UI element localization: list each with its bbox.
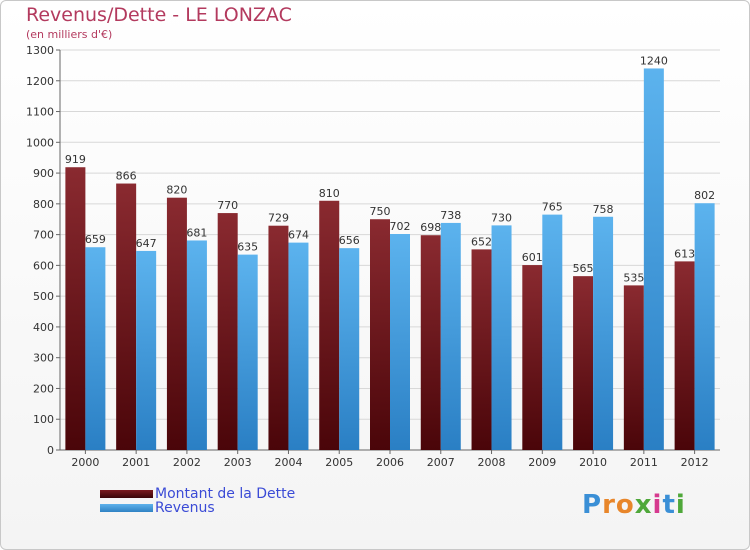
bar-dette xyxy=(65,167,86,450)
y-tick-label: 500 xyxy=(33,290,54,303)
data-label-revenus: 738 xyxy=(440,209,461,222)
bar-revenus xyxy=(694,203,715,450)
y-tick-label: 1100 xyxy=(26,106,54,119)
bar-revenus xyxy=(643,68,664,450)
bar-dette xyxy=(573,276,594,450)
data-label-revenus: 659 xyxy=(85,233,106,246)
data-label-revenus: 802 xyxy=(694,189,715,202)
bar-revenus xyxy=(85,247,106,450)
x-tick-label: 2010 xyxy=(579,456,607,469)
bar-revenus xyxy=(237,254,258,450)
bar-revenus xyxy=(390,234,410,450)
x-tick-label: 2012 xyxy=(681,456,709,469)
data-label-dette: 770 xyxy=(217,199,238,212)
y-tick-label: 0 xyxy=(47,444,54,457)
data-label-revenus: 635 xyxy=(237,241,258,254)
bar-revenus xyxy=(288,242,309,450)
x-tick-label: 2009 xyxy=(528,456,556,469)
logo-letter: i xyxy=(652,490,663,520)
logo-letter: x xyxy=(634,490,653,520)
x-tick-label: 2004 xyxy=(274,456,302,469)
x-tick-label: 2002 xyxy=(173,456,201,469)
x-tick-label: 2008 xyxy=(478,456,506,469)
y-tick-label: 400 xyxy=(33,321,54,334)
bar-revenus xyxy=(339,248,360,450)
y-tick-label: 1000 xyxy=(26,136,54,149)
data-label-dette: 652 xyxy=(471,235,492,248)
data-label-revenus: 681 xyxy=(186,226,207,239)
legend-label-dette: Montant de la Dette xyxy=(155,486,296,502)
bar-revenus xyxy=(542,214,563,450)
y-tick-label: 1200 xyxy=(26,75,54,88)
data-label-dette: 601 xyxy=(522,251,543,264)
logo-letter: o xyxy=(615,490,635,520)
bar-dette xyxy=(217,213,238,450)
legend-item-revenus: Revenus xyxy=(100,500,215,516)
data-label-revenus: 730 xyxy=(491,211,512,224)
x-tick-label: 2011 xyxy=(630,456,658,469)
bar-dette xyxy=(522,265,543,450)
bar-dette xyxy=(116,183,137,451)
bar-dette xyxy=(623,285,644,450)
data-label-dette: 613 xyxy=(674,247,695,260)
y-tick-label: 1300 xyxy=(26,44,54,57)
y-tick-label: 700 xyxy=(33,229,54,242)
bar-dette xyxy=(471,249,492,450)
legend-swatch-revenus xyxy=(100,504,153,512)
x-tick-label: 2001 xyxy=(122,456,150,469)
y-tick-label: 300 xyxy=(33,352,54,365)
data-label-revenus: 1240 xyxy=(640,54,668,67)
y-tick-label: 100 xyxy=(33,413,54,426)
bar-dette xyxy=(319,200,340,450)
x-tick-label: 2005 xyxy=(325,456,353,469)
data-label-dette: 820 xyxy=(166,184,187,197)
data-label-revenus: 656 xyxy=(339,234,360,247)
y-tick-label: 900 xyxy=(33,167,54,180)
y-tick-label: 800 xyxy=(33,198,54,211)
bar-dette xyxy=(166,197,187,450)
x-tick-label: 2003 xyxy=(224,456,252,469)
chart-subtitle: (en milliers d'€) xyxy=(26,28,113,41)
bar-dette xyxy=(420,235,441,450)
logo-letter: r xyxy=(602,490,616,520)
bar-dette xyxy=(370,219,390,450)
data-label-revenus: 674 xyxy=(288,229,309,242)
data-label-dette: 565 xyxy=(573,262,594,275)
chart-title: Revenus/Dette - LE LONZAC xyxy=(26,4,292,26)
data-label-revenus: 647 xyxy=(136,237,157,250)
x-tick-label: 2007 xyxy=(427,456,455,469)
y-tick-label: 600 xyxy=(33,259,54,272)
y-tick-label: 200 xyxy=(33,382,54,395)
proxiti-logo: Proxiti xyxy=(582,490,686,520)
data-label-dette: 750 xyxy=(370,205,391,218)
legend-label-revenus: Revenus xyxy=(155,500,215,516)
data-label-revenus: 765 xyxy=(542,201,563,214)
legend-item-dette: Montant de la Dette xyxy=(100,486,295,502)
data-label-dette: 866 xyxy=(116,170,137,183)
data-label-dette: 919 xyxy=(65,153,86,166)
bar-revenus xyxy=(440,222,461,450)
data-label-dette: 810 xyxy=(319,187,340,200)
logo-letter: P xyxy=(582,490,603,520)
data-label-revenus: 758 xyxy=(593,203,614,216)
data-label-dette: 729 xyxy=(268,212,289,225)
bar-revenus xyxy=(593,216,614,450)
x-tick-label: 2000 xyxy=(71,456,99,469)
bar-dette xyxy=(674,261,695,450)
legend-swatch-dette xyxy=(100,490,153,498)
logo-letter: i xyxy=(675,490,686,520)
bar-revenus xyxy=(186,240,207,450)
bar-dette xyxy=(268,225,289,450)
logo-letter: t xyxy=(662,490,676,520)
x-tick-label: 2006 xyxy=(376,456,404,469)
bar-revenus xyxy=(136,250,157,450)
data-label-revenus: 702 xyxy=(390,220,411,233)
data-label-dette: 535 xyxy=(623,271,644,284)
data-label-dette: 698 xyxy=(420,221,441,234)
bar-revenus xyxy=(491,225,512,450)
